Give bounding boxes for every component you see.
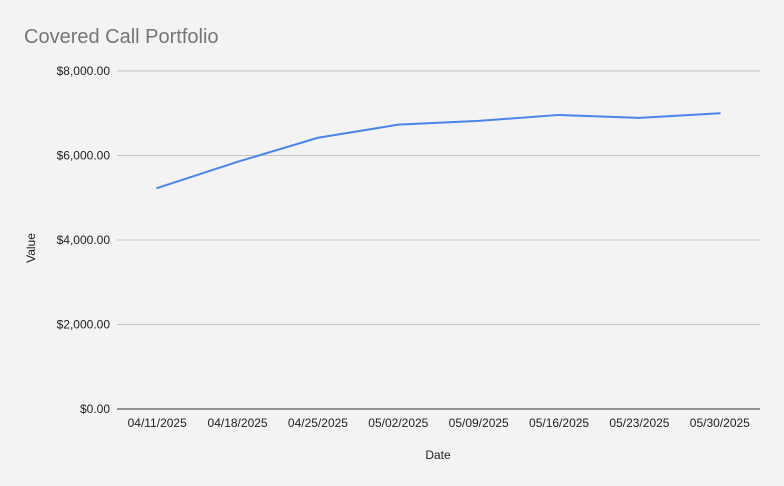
y-tick-label: $2,000.00 [57, 318, 111, 332]
data-point [156, 187, 158, 189]
y-axis-tick-labels: $0.00 $2,000.00 $4,000.00 $6,000.00 $8,000.0… [57, 64, 111, 416]
x-tick-label: 05/16/2025 [529, 416, 589, 430]
x-tick-label: 04/25/2025 [288, 416, 348, 430]
x-tick-label: 05/23/2025 [609, 416, 669, 430]
x-tick-label: 04/11/2025 [128, 416, 187, 430]
data-point [719, 112, 721, 114]
x-tick-label: 05/02/2025 [368, 416, 428, 430]
x-axis-tick-labels: 04/11/2025 04/18/2025 04/25/2025 05/02/2025… [128, 416, 751, 430]
y-tick-label: $8,000.00 [57, 64, 111, 78]
x-tick-label: 05/30/2025 [690, 416, 750, 430]
data-point [478, 120, 480, 122]
y-axis-label: Value [24, 233, 38, 263]
data-point [558, 114, 560, 116]
y-tick-label: $4,000.00 [57, 233, 111, 247]
series-line [156, 112, 721, 190]
series-lines [156, 112, 721, 190]
x-tick-label: 05/09/2025 [449, 416, 509, 430]
chart-title: Covered Call Portfolio [24, 26, 219, 48]
x-axis-label: Date [425, 448, 451, 462]
data-point [317, 137, 319, 139]
y-tick-label: $0.00 [80, 402, 110, 416]
gridlines [117, 70, 760, 410]
data-point [397, 124, 399, 126]
x-tick-label: 04/18/2025 [208, 416, 268, 430]
y-tick-label: $6,000.00 [57, 149, 111, 163]
data-point [237, 161, 239, 163]
data-point [638, 117, 640, 119]
